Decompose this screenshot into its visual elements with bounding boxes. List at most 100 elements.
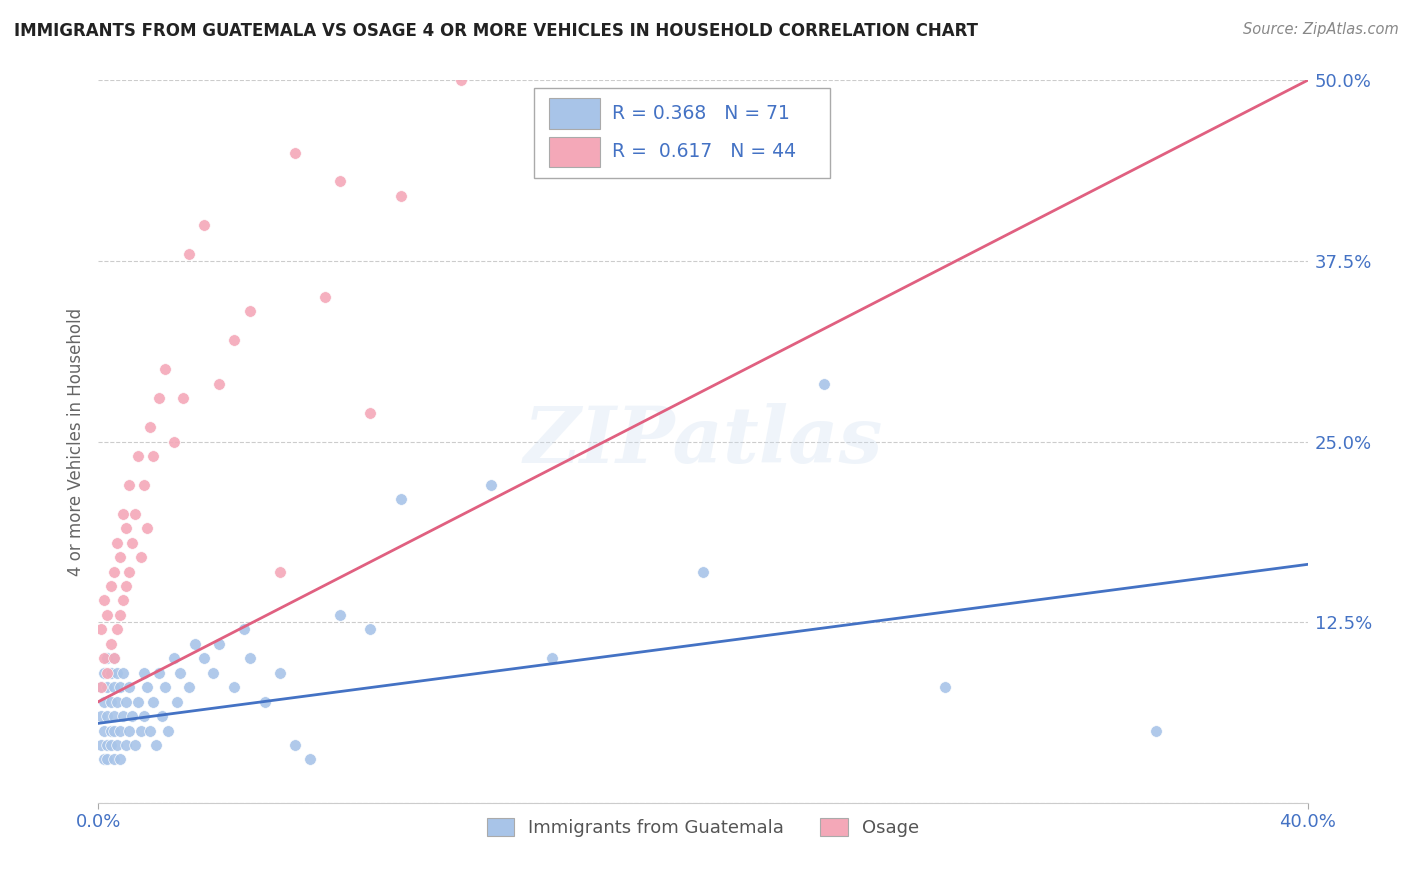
Point <box>360 406 382 420</box>
Point <box>103 723 125 738</box>
Point <box>179 246 201 260</box>
Point <box>389 492 412 507</box>
Point <box>93 695 115 709</box>
Point <box>184 637 207 651</box>
Point <box>100 723 122 738</box>
Point <box>202 665 225 680</box>
Point <box>114 521 136 535</box>
Point <box>103 752 125 766</box>
Point <box>314 290 336 304</box>
Point <box>360 623 382 637</box>
Text: Source: ZipAtlas.com: Source: ZipAtlas.com <box>1243 22 1399 37</box>
Point <box>118 565 141 579</box>
Point <box>145 738 167 752</box>
Point <box>163 651 186 665</box>
Point <box>139 420 162 434</box>
Point <box>90 738 112 752</box>
Point <box>96 709 118 723</box>
Point <box>108 550 131 565</box>
Point <box>142 695 165 709</box>
Point <box>135 521 157 535</box>
Point <box>142 449 165 463</box>
Point <box>114 579 136 593</box>
Point <box>1144 723 1167 738</box>
Point <box>108 723 131 738</box>
Point <box>96 752 118 766</box>
Point <box>129 723 152 738</box>
Point <box>299 752 322 766</box>
Point <box>124 507 146 521</box>
Point <box>108 680 131 694</box>
Point <box>481 478 503 492</box>
Point <box>169 665 191 680</box>
Point <box>224 680 246 694</box>
Point <box>239 651 262 665</box>
Point <box>103 709 125 723</box>
Point <box>111 507 134 521</box>
Point <box>329 607 352 622</box>
Point <box>127 449 149 463</box>
Point <box>179 680 201 694</box>
Point <box>96 665 118 680</box>
Point <box>108 607 131 622</box>
Point <box>100 695 122 709</box>
Point <box>232 623 254 637</box>
Point <box>114 695 136 709</box>
Point <box>124 738 146 752</box>
Point <box>166 695 188 709</box>
Point <box>193 218 215 232</box>
Text: IMMIGRANTS FROM GUATEMALA VS OSAGE 4 OR MORE VEHICLES IN HOUSEHOLD CORRELATION C: IMMIGRANTS FROM GUATEMALA VS OSAGE 4 OR … <box>14 22 979 40</box>
Legend: Immigrants from Guatemala, Osage: Immigrants from Guatemala, Osage <box>479 811 927 845</box>
Point <box>208 376 231 391</box>
Point <box>93 665 115 680</box>
Point <box>156 723 179 738</box>
Point <box>148 391 170 405</box>
Point <box>239 304 262 318</box>
Point <box>163 434 186 449</box>
Point <box>118 478 141 492</box>
Point <box>105 623 128 637</box>
Point <box>269 665 291 680</box>
Point <box>114 738 136 752</box>
Point <box>540 651 562 665</box>
Point <box>96 651 118 665</box>
Point <box>96 607 118 622</box>
Point <box>132 709 155 723</box>
Point <box>93 723 115 738</box>
Point <box>90 680 112 694</box>
Point <box>135 680 157 694</box>
Point <box>389 189 412 203</box>
Point <box>269 565 291 579</box>
Point <box>100 738 122 752</box>
Point <box>96 680 118 694</box>
Point <box>105 695 128 709</box>
Y-axis label: 4 or more Vehicles in Household: 4 or more Vehicles in Household <box>66 308 84 575</box>
Point <box>329 174 352 188</box>
FancyBboxPatch shape <box>550 136 600 167</box>
Point <box>90 680 112 694</box>
Point <box>103 651 125 665</box>
Point <box>253 695 276 709</box>
Point <box>150 709 173 723</box>
Point <box>132 478 155 492</box>
Point <box>105 665 128 680</box>
Point <box>118 723 141 738</box>
Point <box>103 680 125 694</box>
Point <box>193 651 215 665</box>
Point <box>93 651 115 665</box>
Point <box>111 665 134 680</box>
Point <box>224 334 246 348</box>
Point <box>127 695 149 709</box>
Point <box>103 565 125 579</box>
Point <box>108 752 131 766</box>
Point <box>111 593 134 607</box>
Point <box>129 550 152 565</box>
Point <box>96 738 118 752</box>
Point <box>172 391 194 405</box>
Text: ZIPatlas: ZIPatlas <box>523 403 883 480</box>
Point <box>934 680 956 694</box>
Point <box>105 535 128 549</box>
Point <box>148 665 170 680</box>
Point <box>132 665 155 680</box>
Point <box>103 651 125 665</box>
